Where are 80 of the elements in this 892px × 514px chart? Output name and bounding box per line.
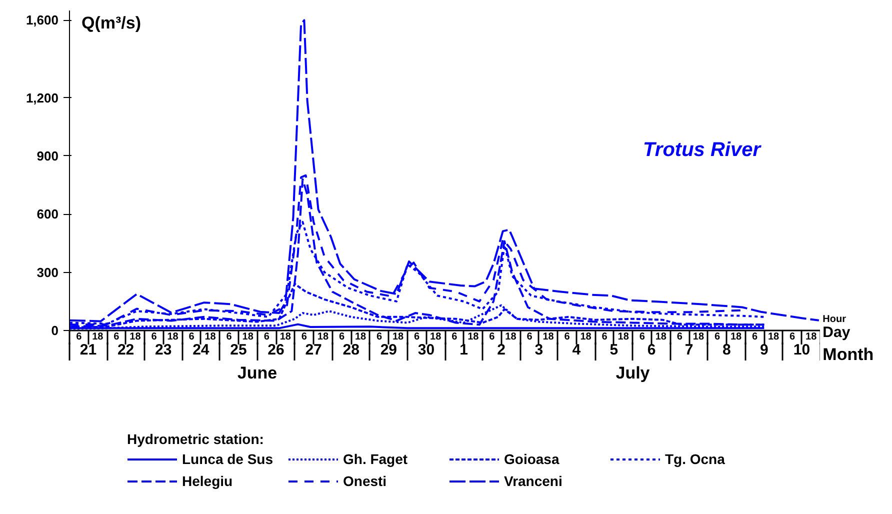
y-tick-label: 1,200 — [26, 90, 59, 106]
x-tick-label: 18 — [655, 332, 667, 342]
legend-label: Gh. Faget — [343, 451, 409, 467]
text: 24 — [192, 342, 210, 358]
x-tick-label: 6 — [564, 332, 570, 342]
x-tick-label: 6 — [338, 332, 345, 342]
text: July — [616, 364, 650, 382]
x-tick-label: 6 — [264, 332, 270, 342]
legend-label: Tg. Ocna — [665, 451, 726, 467]
x-tick-label: 6 — [602, 332, 608, 342]
y-tick-label: 0 — [51, 323, 59, 338]
x-tick-label: 6 — [526, 332, 533, 342]
x-tick-label: 6 — [114, 332, 120, 342]
text: 25 — [230, 342, 247, 358]
x-tick-label: 18 — [580, 332, 592, 342]
x-tick-label: 6 — [489, 332, 496, 342]
x-tick-label: 6 — [188, 332, 195, 342]
x-tick-label: 18 — [505, 332, 517, 342]
x-tick-label: 6 — [301, 332, 308, 342]
y-tick-label: 900 — [36, 148, 59, 164]
x-tick-label: 6 — [752, 332, 758, 342]
x-tick-label: 18 — [692, 332, 704, 342]
x-tick-label: 18 — [430, 332, 442, 342]
y-tick-label: 1,600 — [26, 12, 59, 28]
text: 5 — [610, 342, 618, 358]
x-tick-label: 18 — [618, 332, 630, 342]
text: 27 — [305, 342, 322, 358]
legend-label: Goioasa — [504, 451, 560, 467]
x-tick-label: 18 — [167, 332, 179, 342]
legend-label: Vranceni — [504, 473, 564, 489]
text: 10 — [793, 342, 810, 358]
legend-label: Helegiu — [182, 473, 234, 489]
legend-title: Hydrometric station: — [127, 431, 265, 447]
x-tick-label: 18 — [280, 332, 292, 342]
legend-label: Lunca de Sus — [182, 451, 274, 467]
x-tick-label: 6 — [639, 332, 646, 342]
x-tick-label: 18 — [204, 332, 216, 342]
x-tick-label: 18 — [768, 332, 780, 342]
x-tick-label: 18 — [730, 332, 742, 342]
x-tick-label: 6 — [151, 332, 158, 342]
x-tick-label: 18 — [130, 332, 142, 342]
y-tick-label: 300 — [36, 264, 59, 280]
text: June — [237, 364, 278, 382]
x-tick-label: 6 — [714, 332, 720, 342]
x-tick-label: 18 — [806, 332, 818, 342]
x-tick-label: 18 — [317, 332, 329, 342]
legend-label: Onesti — [343, 473, 388, 489]
y-axis-title: Q(m³/s) — [82, 14, 141, 32]
x-tick-label: 18 — [92, 332, 104, 342]
text: 2 — [497, 342, 506, 358]
text: 30 — [418, 342, 435, 358]
x-tick-label: 18 — [542, 332, 554, 342]
text: 29 — [380, 342, 398, 358]
annotation: Trotus River — [643, 138, 762, 161]
x-tick-label: 6 — [376, 332, 383, 342]
text: Month — [822, 345, 874, 364]
x-tick-label: 6 — [452, 332, 458, 342]
text: 8 — [722, 342, 731, 358]
text: 3 — [534, 342, 544, 358]
y-tick-label: 600 — [36, 206, 59, 222]
text: Day — [822, 324, 851, 341]
x-tick-label: 18 — [354, 332, 367, 342]
x-tick-label: 6 — [790, 332, 796, 342]
x-tick-label: 6 — [676, 332, 683, 342]
text: 23 — [155, 342, 172, 358]
text: 26 — [268, 342, 284, 358]
text: 7 — [684, 342, 694, 358]
x-tick-label: 6 — [226, 332, 232, 342]
x-tick-label: 6 — [414, 332, 420, 342]
x-tick-label: 18 — [242, 332, 254, 342]
text: 9 — [760, 342, 768, 358]
x-tick-label: 6 — [76, 332, 82, 342]
x-tick-label: 18 — [392, 332, 404, 342]
text: 28 — [342, 342, 360, 358]
text: 4 — [572, 342, 582, 358]
text: 1 — [460, 342, 468, 358]
x-tick-label: 18 — [468, 332, 480, 342]
text: 21 — [80, 342, 97, 358]
text: 22 — [117, 342, 134, 358]
text: Hour — [822, 314, 846, 325]
